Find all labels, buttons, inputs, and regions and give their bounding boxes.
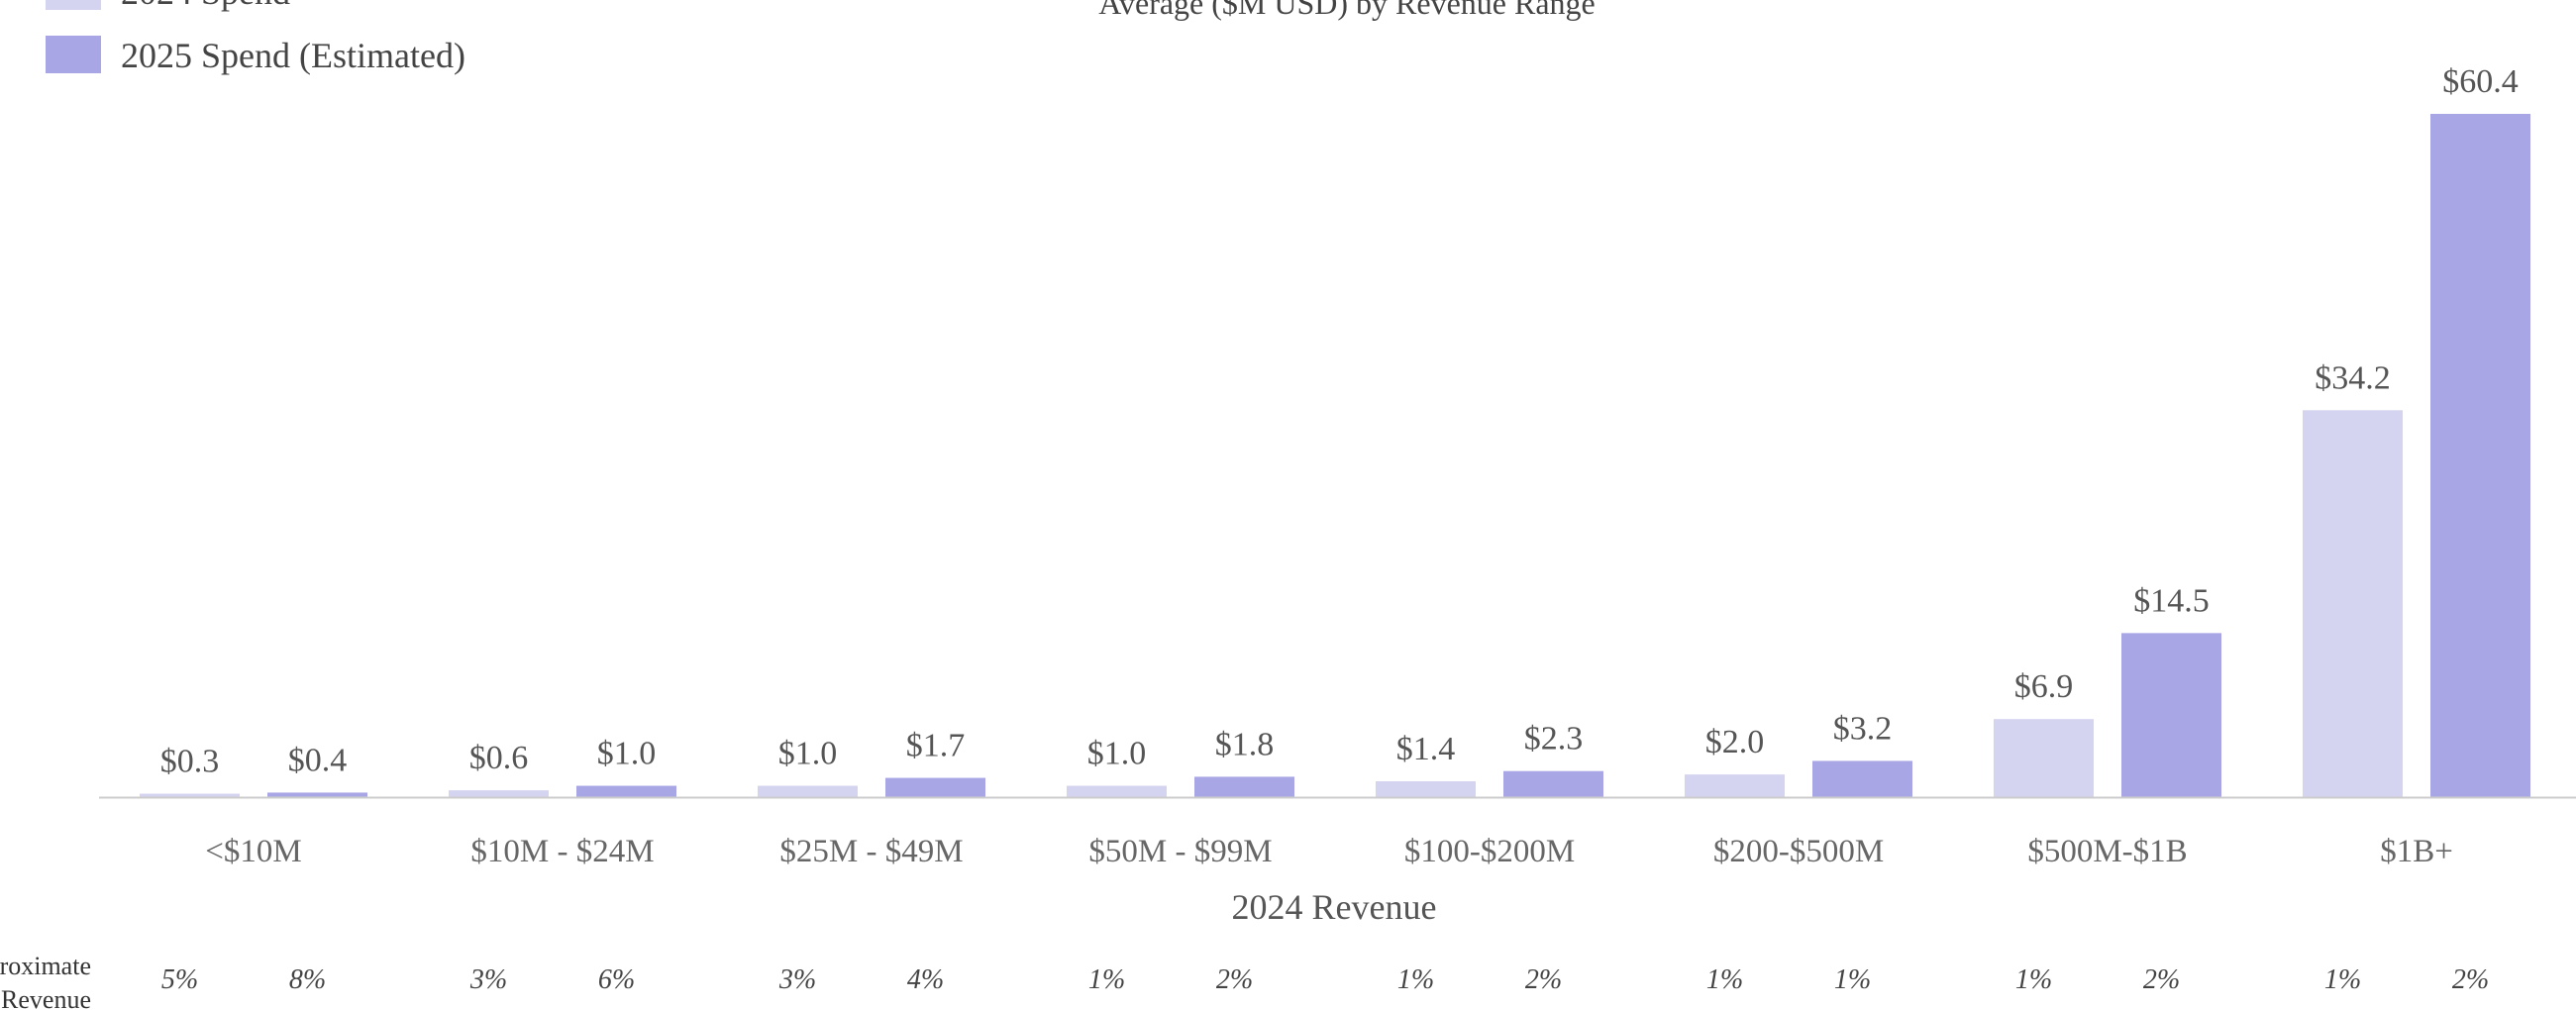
bar-2025-2 xyxy=(885,777,985,797)
bar-2025-6 xyxy=(2121,633,2221,797)
pct-label-2025-0: 8% xyxy=(289,964,326,995)
pct-row-header-line-1: f Revenue xyxy=(0,985,91,1010)
value-label-2024-3: $1.0 xyxy=(1087,736,1147,772)
bar-2025-0 xyxy=(267,792,367,797)
value-label-2025-1: $1.0 xyxy=(597,736,657,772)
category-labels-group: <$10M $10M - $24M $25M - $49M $50M - $99M $1… xyxy=(205,834,2453,869)
category-label-1: $10M - $24M xyxy=(470,834,654,869)
category-label-6: $500M-$1B xyxy=(2027,834,2187,869)
category-label-7: $1B+ xyxy=(2380,834,2453,869)
value-label-2024-5: $2.0 xyxy=(1705,724,1765,760)
legend-label-2024: 2024 Spend xyxy=(121,0,290,12)
category-label-3: $50M - $99M xyxy=(1088,834,1272,869)
bar-2025-1 xyxy=(576,785,676,797)
value-label-2024-4: $1.4 xyxy=(1396,731,1456,767)
category-label-5: $200-$500M xyxy=(1713,834,1884,869)
bar-2025-4 xyxy=(1503,770,1603,797)
category-label-2: $25M - $49M xyxy=(779,834,963,869)
pct-label-2024-0: 5% xyxy=(161,964,198,995)
bar-2025-3 xyxy=(1194,776,1294,797)
pct-of-revenue-row: roximate f Revenue 5% 8% 3% 6% 3% 4% 1% 2% 1% 2% 1% 1… xyxy=(0,952,2489,1010)
value-label-2024-1: $0.6 xyxy=(469,740,529,776)
bar-2024-1 xyxy=(449,790,549,797)
chart-subtitle: Average ($M USD) by Revenue Range xyxy=(1098,0,1595,21)
pct-label-2024-1: 3% xyxy=(469,964,507,995)
pct-label-2025-3: 2% xyxy=(1216,964,1253,995)
bar-2024-4 xyxy=(1376,781,1476,797)
pct-label-2024-6: 1% xyxy=(2015,964,2052,995)
pct-label-2025-4: 2% xyxy=(1525,964,1562,995)
bar-2024-2 xyxy=(758,785,858,797)
pct-label-2024-7: 1% xyxy=(2324,964,2361,995)
pct-label-2024-3: 1% xyxy=(1088,964,1125,995)
value-label-2024-7: $34.2 xyxy=(2315,359,2391,396)
pct-row-header-line-0: roximate xyxy=(0,952,91,980)
value-label-2025-5: $3.2 xyxy=(1833,710,1893,747)
pct-label-2024-4: 1% xyxy=(1397,964,1434,995)
bars-group xyxy=(140,114,2530,797)
value-label-2025-4: $2.3 xyxy=(1524,721,1584,758)
bar-2025-7 xyxy=(2430,114,2530,797)
bar-2024-0 xyxy=(140,793,240,797)
pct-label-2025-1: 6% xyxy=(598,964,635,995)
pct-label-2025-5: 1% xyxy=(1834,964,1871,995)
value-labels-group: $0.3 $0.4 $0.6 $1.0 $1.0 $1.7 $1.0 $1.8 $1.4 $2.3… xyxy=(160,63,2519,780)
x-axis-title: 2024 Revenue xyxy=(1232,887,1437,927)
bar-2024-5 xyxy=(1685,774,1785,797)
legend: 2024 Spend 2025 Spend (Estimated) xyxy=(46,0,465,75)
pct-label-2025-7: 2% xyxy=(2452,964,2489,995)
legend-swatch-2024 xyxy=(46,0,101,10)
pct-label-2025-2: 4% xyxy=(907,964,944,995)
value-label-2024-2: $1.0 xyxy=(778,736,838,772)
category-label-4: $100-$200M xyxy=(1404,834,1575,869)
value-label-2025-3: $1.8 xyxy=(1215,726,1275,762)
value-label-2025-7: $60.4 xyxy=(2442,63,2519,100)
pct-label-2025-6: 2% xyxy=(2143,964,2180,995)
bar-2024-6 xyxy=(1994,719,2094,797)
pct-label-2024-5: 1% xyxy=(1706,964,1743,995)
pct-label-2024-2: 3% xyxy=(778,964,816,995)
value-label-2025-6: $14.5 xyxy=(2133,582,2210,619)
bar-2025-5 xyxy=(1812,760,1912,797)
value-label-2024-6: $6.9 xyxy=(2014,668,2074,705)
value-label-2025-0: $0.4 xyxy=(288,742,348,778)
value-label-2024-0: $0.3 xyxy=(160,744,220,780)
legend-swatch-2025 xyxy=(46,36,101,73)
bar-2024-3 xyxy=(1067,785,1167,797)
bar-2024-7 xyxy=(2303,410,2403,797)
value-label-2025-2: $1.7 xyxy=(906,728,966,764)
legend-label-2025: 2025 Spend (Estimated) xyxy=(121,36,465,75)
category-label-0: <$10M xyxy=(205,834,301,869)
